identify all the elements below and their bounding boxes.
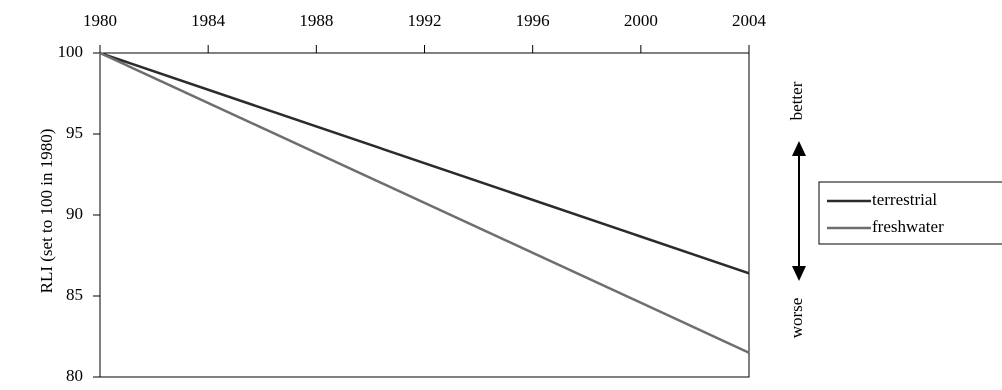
legend-box <box>818 181 1002 245</box>
up-arrow-icon <box>792 141 806 156</box>
worse-label: worse <box>787 298 806 339</box>
y-axis-title: RLI (set to 100 in 1980) <box>37 129 56 294</box>
series-layer <box>99 51 750 354</box>
x-tick-label: 2000 <box>624 11 658 30</box>
better-label: better <box>787 81 806 120</box>
x-axis: 1980 1984 1988 1992 1996 2000 2004 <box>83 11 767 53</box>
y-tick-label: 95 <box>66 123 83 142</box>
x-tick-label: 1992 <box>408 11 442 30</box>
y-tick-label: 85 <box>66 285 83 304</box>
better-worse-indicator: better worse <box>787 81 806 338</box>
x-tick-label: 1980 <box>83 11 117 30</box>
x-tick-label: 1988 <box>299 11 333 30</box>
down-arrow-icon <box>792 266 806 281</box>
legend: terrestrial freshwater <box>818 181 1002 245</box>
x-tick-label: 1996 <box>516 11 550 30</box>
x-tick-label: 1984 <box>191 11 226 30</box>
plot-frame <box>99 52 750 378</box>
series-line-terrestrial <box>99 51 750 275</box>
y-axis: 80 85 90 95 100 <box>58 42 100 385</box>
x-tick-label: 2004 <box>732 11 767 30</box>
series-line-freshwater <box>99 51 750 354</box>
legend-label-freshwater: freshwater <box>872 217 944 236</box>
y-tick-label: 90 <box>66 204 83 223</box>
plot-area: 1980 1984 1988 1992 1996 2000 2004 80 85 90 95 100 <box>58 11 767 385</box>
legend-label-terrestrial: terrestrial <box>872 190 937 209</box>
y-tick-label: 100 <box>58 42 84 61</box>
y-tick-label: 80 <box>66 366 83 385</box>
